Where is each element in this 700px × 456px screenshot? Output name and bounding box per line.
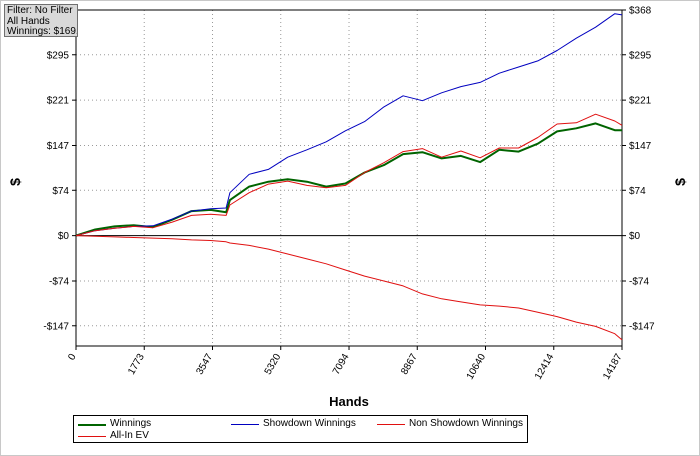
x-tick-label: 0 — [66, 352, 79, 363]
legend-label-non-showdown-winnings: Non Showdown Winnings — [409, 418, 523, 429]
legend: Winnings Showdown Winnings Non Showdown … — [73, 415, 528, 443]
legend-swatch-showdown-winnings — [231, 424, 259, 425]
legend-label-all-in-ev: All-In EV — [110, 430, 149, 441]
legend-swatch-winnings — [78, 424, 106, 426]
y-tick-label-right: $368 — [629, 6, 652, 17]
y-tick-label-right: $74 — [629, 186, 646, 197]
x-tick-label: 1773 — [126, 352, 147, 377]
y-tick-label-left: $147 — [47, 141, 70, 152]
y-tick-label-right: $221 — [629, 96, 652, 107]
winnings-line: Winnings: $169.77 — [7, 26, 78, 37]
x-tick-label: 8867 — [399, 352, 420, 377]
x-axis-title: Hands — [329, 394, 369, 409]
series-line-all-in-ev — [75, 235, 623, 341]
x-tick-label: 10640 — [465, 352, 489, 382]
y-tick-label-right: -$74 — [629, 277, 649, 288]
legend-label-showdown-winnings: Showdown Winnings — [263, 418, 356, 429]
y-tick-label-right: $0 — [629, 231, 641, 242]
x-tick-label: 5320 — [263, 352, 284, 377]
y-tick-label-right: $295 — [629, 50, 652, 61]
x-tick-label: 7094 — [331, 352, 352, 377]
y-tick-label-left: $0 — [58, 231, 70, 242]
y-tick-label-right: $147 — [629, 141, 652, 152]
y-axis-title-right: $ — [672, 178, 688, 186]
filter-info-box: Filter: No Filter All Hands Winnings: $1… — [4, 4, 78, 37]
series-line-winnings — [75, 122, 622, 237]
x-tick-label: 14187 — [601, 352, 625, 382]
series-line-showdown-winnings — [75, 13, 623, 237]
y-tick-label-left: -$74 — [49, 277, 69, 288]
y-tick-label-left: $221 — [47, 96, 70, 107]
series-line-non-showdown-winnings — [75, 113, 623, 237]
legend-label-winnings: Winnings — [110, 418, 152, 429]
y-tick-label-right: -$147 — [629, 321, 655, 332]
y-tick-label-left: -$147 — [43, 321, 69, 332]
filter-line: Filter: No Filter — [7, 5, 73, 16]
legend-swatch-all-in-ev — [78, 436, 106, 437]
x-tick-label: 12414 — [533, 352, 557, 382]
x-tick-label: 3547 — [194, 352, 215, 377]
y-tick-label-left: $295 — [47, 50, 70, 61]
legend-swatch-non-showdown-winnings — [377, 424, 405, 425]
y-tick-label-left: $74 — [52, 186, 69, 197]
y-axis-title-left: $ — [7, 178, 23, 186]
hands-line: All Hands — [7, 15, 50, 27]
